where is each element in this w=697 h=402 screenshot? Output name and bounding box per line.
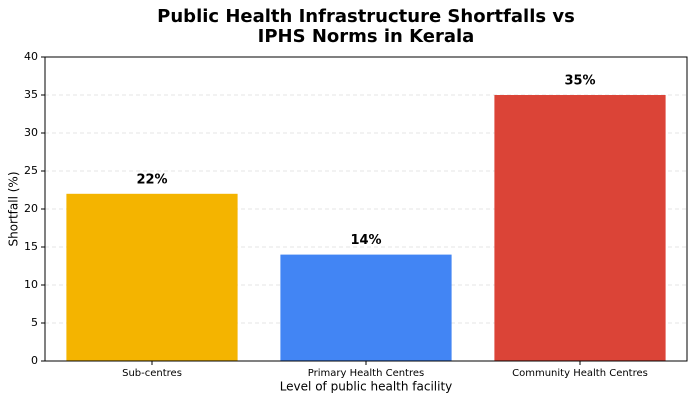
y-tick-label: 10 <box>24 278 38 291</box>
y-tick-label: 35 <box>24 88 38 101</box>
y-tick-label: 0 <box>31 354 38 367</box>
plot-frame <box>44 56 688 362</box>
y-tick-label: 25 <box>24 164 38 177</box>
data-label: 14% <box>350 233 381 248</box>
y-tick-label: 40 <box>24 50 38 63</box>
bar <box>494 95 666 361</box>
y-tick-label: 30 <box>24 126 38 139</box>
y-tick-label: 15 <box>24 240 38 253</box>
chart-title: IPHS Norms in Kerala <box>258 26 475 47</box>
y-axis-label: Shortfall (%) <box>7 171 21 246</box>
x-axis-label: Level of public health facility <box>280 380 453 394</box>
chart-title: Public Health Infrastructure Shortfalls … <box>157 6 575 27</box>
y-tick-label: 5 <box>31 316 38 329</box>
x-tick-label: Sub-centres <box>122 368 182 379</box>
y-tick-label: 20 <box>24 202 38 215</box>
bar <box>280 254 452 361</box>
x-tick-label: Primary Health Centres <box>308 368 424 379</box>
x-tick-label: Community Health Centres <box>512 368 648 379</box>
bar <box>66 193 238 361</box>
data-label: 22% <box>136 172 167 187</box>
data-label: 35% <box>564 74 595 89</box>
